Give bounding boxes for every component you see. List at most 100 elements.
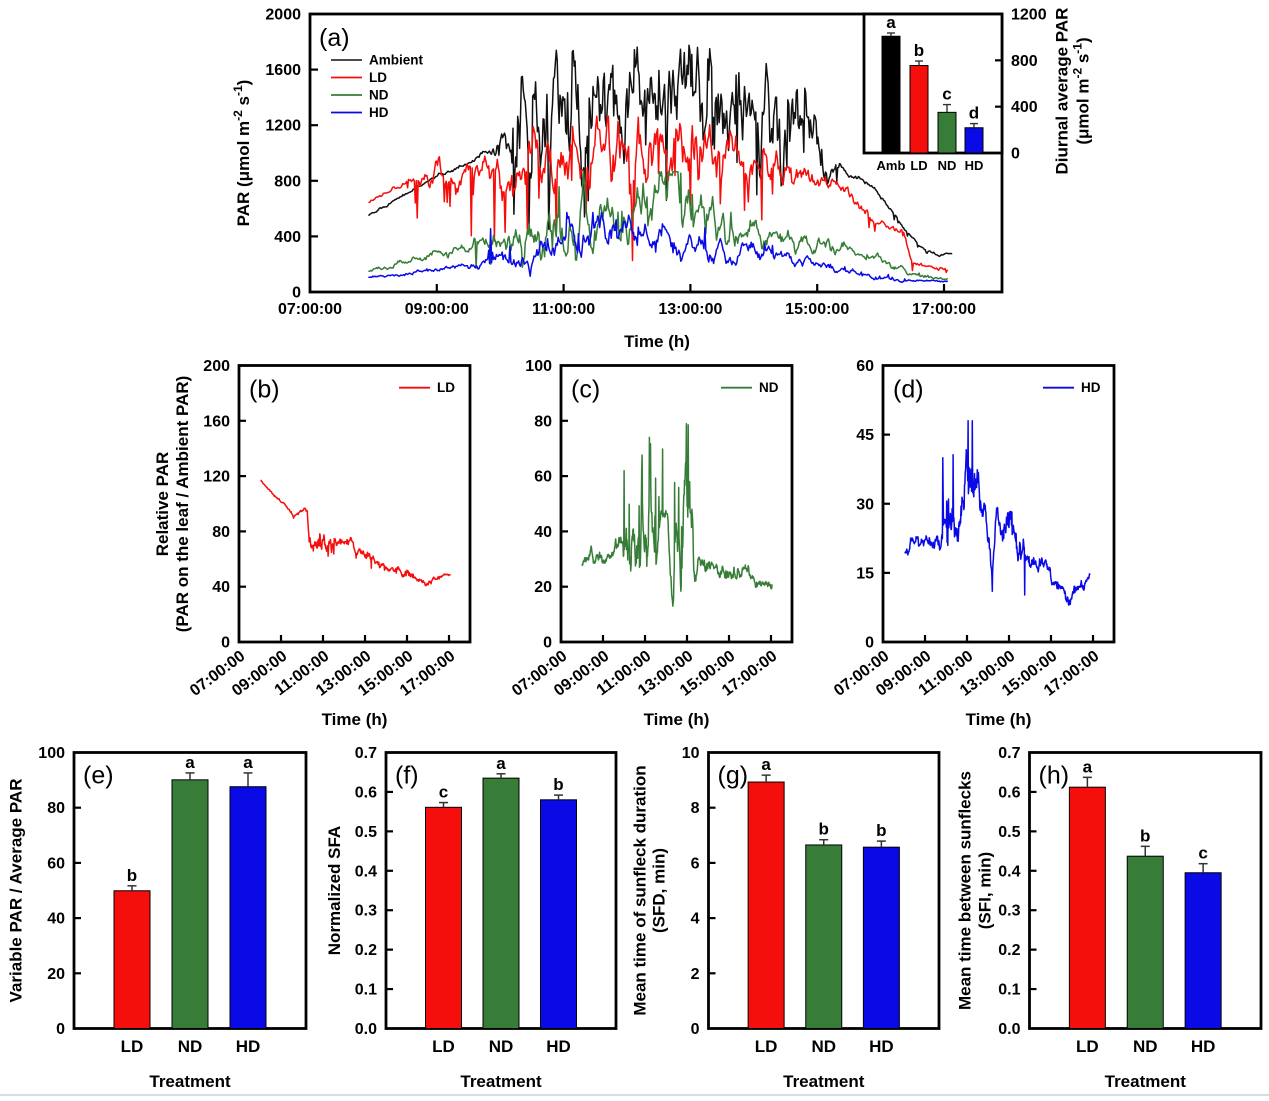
svg-text:PAR (μmol m-2 s-1): PAR (μmol m-2 s-1) [231,80,253,227]
svg-text:40: 40 [47,911,65,928]
svg-text:LD: LD [755,1037,778,1056]
svg-text:ND: ND [811,1037,836,1056]
svg-text:Variable PAR / Average PAR: Variable PAR / Average PAR [7,779,26,1003]
svg-text:LD: LD [910,158,927,173]
svg-text:Relative PAR: Relative PAR [153,452,172,557]
svg-text:0.3: 0.3 [998,903,1020,920]
svg-text:Time (h): Time (h) [966,710,1032,729]
svg-text:(SFD, min): (SFD, min) [650,848,669,933]
svg-text:HD: HD [1081,380,1101,395]
svg-text:b: b [1140,826,1150,845]
svg-text:(PAR on the leaf / Ambient PAR: (PAR on the leaf / Ambient PAR) [173,376,192,633]
svg-text:800: 800 [274,173,301,190]
svg-text:HD: HD [546,1037,571,1056]
svg-text:c: c [439,783,448,802]
svg-text:HD: HD [369,105,389,120]
svg-text:HD: HD [1191,1037,1216,1056]
svg-text:60: 60 [856,358,874,375]
svg-text:b: b [127,866,137,885]
svg-text:15: 15 [856,565,874,582]
svg-text:11:00:00: 11:00:00 [532,301,595,318]
svg-text:Treatment: Treatment [783,1072,865,1091]
svg-text:15:00:00: 15:00:00 [785,301,849,318]
svg-text:1200: 1200 [1011,7,1047,24]
svg-text:HD: HD [236,1037,261,1056]
svg-text:6: 6 [691,855,700,872]
svg-text:200: 200 [203,358,230,375]
svg-text:1200: 1200 [265,118,301,135]
svg-text:(μmol m-2 s-1): (μmol m-2 s-1) [1071,37,1093,144]
svg-text:LD: LD [369,70,387,85]
svg-text:0.2: 0.2 [998,942,1020,959]
svg-text:0: 0 [865,635,874,652]
svg-text:b: b [876,821,886,840]
svg-text:(f): (f) [395,762,419,790]
svg-text:b: b [914,41,924,60]
svg-text:8: 8 [691,800,700,817]
svg-text:45: 45 [856,427,874,444]
svg-text:a: a [886,13,896,32]
svg-text:0: 0 [56,1021,65,1038]
svg-text:80: 80 [212,524,230,541]
svg-text:LD: LD [432,1037,455,1056]
svg-text:(b): (b) [249,376,280,404]
svg-text:d: d [969,104,979,123]
svg-text:LD: LD [121,1037,144,1056]
svg-text:Amb: Amb [877,158,906,173]
svg-text:20: 20 [47,966,65,983]
svg-text:400: 400 [1011,99,1038,116]
svg-text:a: a [761,755,771,774]
svg-text:ND: ND [759,380,779,395]
svg-text:2000: 2000 [265,7,301,24]
svg-text:10: 10 [682,745,700,762]
svg-text:160: 160 [203,413,230,430]
svg-text:40: 40 [534,524,552,541]
svg-text:60: 60 [47,855,65,872]
svg-text:4: 4 [691,911,700,928]
svg-text:80: 80 [47,800,65,817]
svg-text:HD: HD [965,158,984,173]
svg-text:0.4: 0.4 [355,863,377,880]
svg-text:0.1: 0.1 [998,982,1020,999]
svg-text:0: 0 [292,285,301,302]
svg-text:(d): (d) [893,376,924,404]
svg-text:ND: ND [938,158,957,173]
svg-text:(c): (c) [571,376,600,404]
svg-text:100: 100 [38,745,65,762]
svg-text:800: 800 [1011,53,1038,70]
svg-text:Treatment: Treatment [149,1072,231,1091]
svg-text:09:00:00: 09:00:00 [405,301,469,318]
svg-text:0.7: 0.7 [998,745,1020,762]
svg-text:0.0: 0.0 [998,1021,1020,1038]
svg-text:0: 0 [221,635,230,652]
svg-text:Normalized SFA: Normalized SFA [325,826,344,955]
svg-text:c: c [1198,844,1207,863]
svg-text:40: 40 [212,579,230,596]
svg-text:b: b [819,820,829,839]
svg-text:13:00:00: 13:00:00 [658,301,722,318]
svg-text:Treatment: Treatment [460,1072,542,1091]
svg-text:60: 60 [534,469,552,486]
svg-text:a: a [185,753,195,772]
svg-text:1600: 1600 [265,62,301,79]
svg-text:0.7: 0.7 [355,745,377,762]
svg-text:(SFI, min): (SFI, min) [976,852,995,929]
svg-text:Time (h): Time (h) [322,710,388,729]
svg-text:100: 100 [525,358,552,375]
svg-text:(a): (a) [319,24,350,52]
svg-text:30: 30 [856,496,874,513]
svg-text:Diurnal average PAR: Diurnal average PAR [1053,8,1072,175]
svg-text:LD: LD [1076,1037,1099,1056]
svg-text:400: 400 [274,229,301,246]
svg-text:a: a [243,753,253,772]
svg-text:LD: LD [437,380,455,395]
svg-text:(g): (g) [718,762,749,790]
svg-text:0: 0 [1011,146,1020,163]
svg-text:2: 2 [691,966,700,983]
svg-text:80: 80 [534,413,552,430]
svg-text:0.1: 0.1 [355,982,377,999]
svg-text:Time (h): Time (h) [644,710,710,729]
svg-text:0.6: 0.6 [355,784,377,801]
svg-text:ND: ND [489,1037,514,1056]
svg-text:0: 0 [543,635,552,652]
